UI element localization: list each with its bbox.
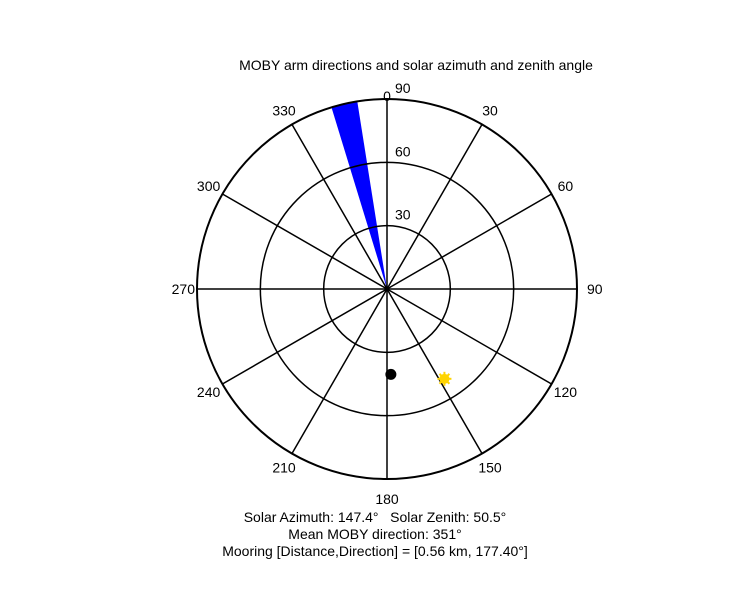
angle-tick-label: 300 — [197, 178, 221, 194]
sun-marker-ray — [438, 373, 444, 378]
radial-grid-line — [222, 193, 388, 290]
sun-marker-ray — [445, 373, 451, 378]
angle-tick-label: 150 — [478, 459, 502, 475]
angle-tick-label: 90 — [587, 281, 603, 297]
radial-grid-line — [291, 124, 388, 290]
sun-marker-ray — [438, 380, 444, 385]
moby-direction-caption: Mean MOBY direction: 351° — [288, 526, 462, 542]
angle-tick-label: 60 — [558, 178, 574, 194]
moby-arm-wedges — [331, 101, 387, 289]
mooring-point — [385, 368, 397, 380]
radial-grid-line — [386, 193, 552, 290]
radial-grid-line — [386, 288, 483, 454]
moby-arm-wedge — [331, 101, 387, 289]
solar-caption: Solar Azimuth: 147.4° Solar Zenith: 50.5… — [243, 509, 507, 525]
angle-tick-label: 240 — [197, 384, 221, 400]
polar-grid — [196, 98, 578, 480]
radius-tick-label: 90 — [395, 80, 411, 96]
radial-grid-line — [386, 288, 552, 385]
radius-tick-label: 30 — [395, 207, 411, 223]
data-points — [385, 368, 452, 386]
angle-tick-label: 210 — [272, 459, 296, 475]
mooring-caption: Mooring [Distance,Direction] = [0.56 km,… — [222, 543, 528, 559]
angle-tick-label: 180 — [375, 491, 399, 507]
tick-labels: 0 30 60 90 120 150 180 210 240 270 300 330 30 60 90 — [172, 80, 603, 507]
chart-title: MOBY arm directions and solar azimuth an… — [239, 57, 593, 73]
radial-grid-line — [291, 288, 388, 454]
angle-tick-label: 120 — [554, 384, 578, 400]
angle-tick-label: 270 — [172, 281, 196, 297]
angle-tick-label: 330 — [272, 103, 296, 119]
angle-tick-label: 30 — [482, 103, 498, 119]
angle-tick-label: 0 — [383, 88, 391, 104]
sun-marker-ray — [445, 380, 451, 385]
radial-grid-line — [386, 124, 483, 290]
radius-tick-label: 60 — [395, 143, 411, 159]
radial-grid-line — [222, 288, 388, 385]
sun-point — [437, 371, 452, 386]
